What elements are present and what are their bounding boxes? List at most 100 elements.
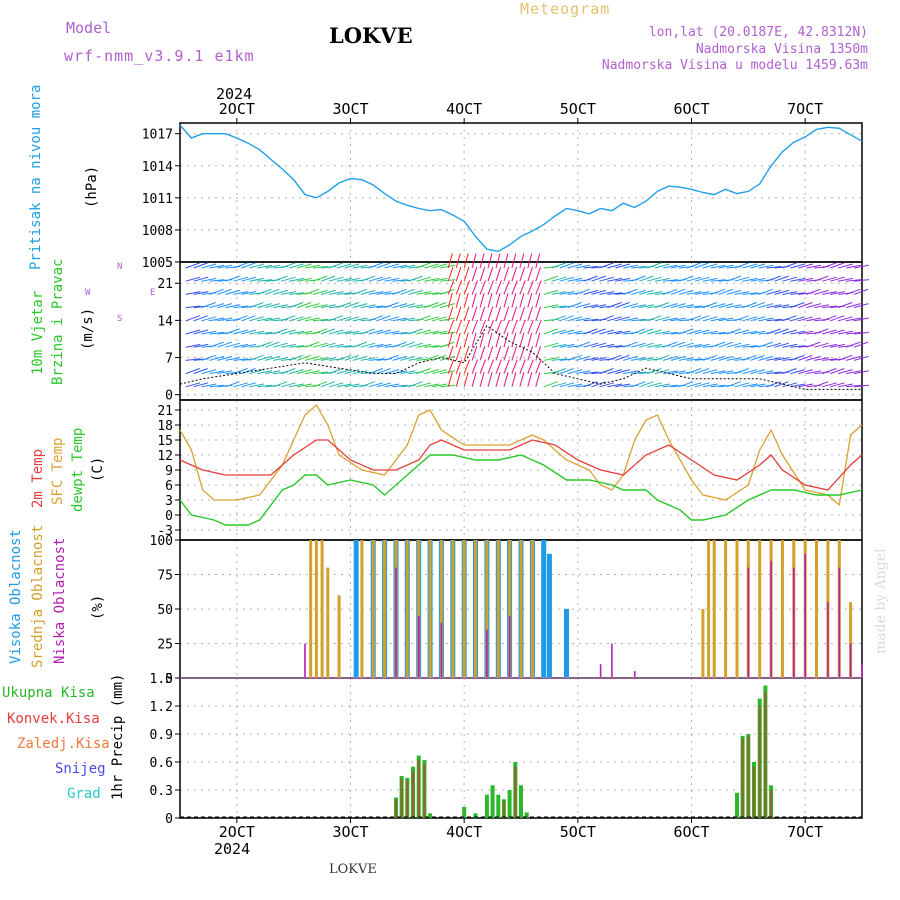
wind-barb (567, 316, 583, 322)
wind-barb (631, 265, 647, 269)
wind-barb (273, 289, 288, 295)
wind-barb (710, 384, 726, 388)
wind-barb (273, 342, 288, 348)
wind-barb (289, 345, 305, 348)
wind-barb (320, 289, 336, 295)
wind-barb (535, 346, 541, 361)
wind-barb (607, 316, 622, 322)
wind-barb (281, 329, 296, 335)
wind-barb (320, 381, 336, 388)
wind-barb (416, 291, 432, 295)
wind-barb (312, 371, 328, 375)
wind-barb (575, 317, 591, 322)
wind-barb (312, 289, 328, 295)
wind-barb (416, 262, 431, 269)
wind-barb (607, 292, 623, 295)
cloud-mid-bar (314, 540, 318, 678)
wind-barb (694, 291, 710, 295)
wind-barb (225, 328, 240, 335)
wind-barb (344, 369, 360, 375)
wind-barb (503, 266, 510, 282)
wind-barb (185, 358, 201, 361)
wind-barb (766, 371, 782, 375)
wind-barb (408, 357, 424, 361)
cloud-mid-bar (508, 540, 512, 678)
wind-barb (408, 304, 424, 309)
wind-barb (376, 262, 391, 269)
model-label: Model (66, 19, 112, 37)
wind-barb (273, 328, 288, 335)
cloud-low-bar (804, 553, 806, 678)
cloud-mid-bar (707, 540, 711, 678)
wind-barb (495, 253, 501, 269)
wind-barb (678, 381, 694, 388)
wind-barb (639, 357, 654, 361)
wind-barb (193, 368, 208, 375)
wind-barb (304, 288, 320, 295)
wind-barb (241, 291, 257, 295)
wind-barb (806, 288, 821, 295)
wind-barb (487, 372, 493, 387)
wind-barb (766, 275, 781, 282)
x-tick-label-bottom: 7OCT (787, 823, 823, 841)
wind-barb (837, 263, 853, 269)
wind-barb (750, 277, 766, 282)
wind-barb (296, 369, 312, 375)
wind-barb (718, 341, 734, 348)
wind-barb (479, 372, 485, 387)
wind-barb (471, 253, 477, 269)
wind-barb (535, 280, 542, 295)
wind-barb (559, 276, 575, 282)
wind-barb (718, 288, 734, 295)
wind-barb (360, 289, 376, 295)
wind-barb (599, 382, 615, 388)
wind-barb (519, 359, 526, 374)
wind-barb (471, 319, 479, 335)
wind-barb (392, 317, 408, 322)
cloud-mid-bar (320, 540, 324, 678)
wind-barb (360, 328, 375, 335)
cloud-mid-bar (530, 540, 534, 678)
wind-barb (328, 291, 344, 295)
wind-barb (583, 328, 598, 335)
wind-barb (639, 289, 654, 295)
wind-barb (392, 355, 408, 361)
wind-barb (344, 330, 360, 335)
wind-barb (766, 381, 781, 388)
wind-barb (615, 383, 631, 388)
wind-barb (551, 305, 567, 309)
wind-barb (296, 302, 312, 309)
wind-barb (217, 288, 232, 295)
wind-barb (503, 346, 510, 361)
wind-barb (400, 355, 416, 361)
precip-conv-bar (406, 780, 409, 818)
wind-barb (726, 275, 741, 282)
wind-barb (647, 368, 662, 375)
wind-barb (225, 289, 241, 295)
wind-barb (591, 342, 607, 348)
wind-barb (233, 368, 248, 375)
wind-barb (766, 265, 782, 269)
wind-barb (567, 383, 583, 388)
wind-barb (686, 276, 702, 282)
precip-label-2: Konvek.Kisa (7, 711, 100, 727)
x-tick-label-bottom: 2OCT (219, 823, 255, 841)
wind-barb (289, 383, 304, 388)
cloud-mid-bar (337, 595, 341, 678)
wind-barb (400, 264, 416, 269)
wind-barb (806, 370, 822, 375)
wind-barb (782, 262, 797, 269)
wind-barb (710, 264, 726, 269)
wind-barb (758, 317, 774, 322)
wind-barb (193, 262, 208, 269)
wind-barb (535, 359, 542, 374)
wind-barb (519, 292, 525, 308)
y-tick-label: 9 (165, 464, 173, 479)
wind-barb (559, 382, 575, 388)
wind-barb (551, 329, 567, 335)
wind-barb (447, 253, 453, 269)
wind-barb (519, 332, 525, 348)
wind-barb (559, 315, 574, 322)
wind-barb (503, 319, 510, 335)
wind-barb (790, 330, 806, 335)
